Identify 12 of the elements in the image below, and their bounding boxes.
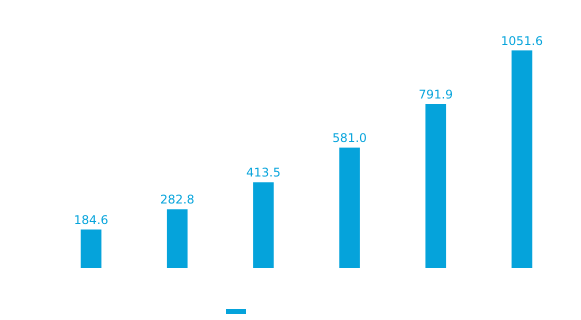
bar <box>425 104 446 268</box>
data-label: 1051.6 <box>500 34 543 48</box>
bar <box>339 148 360 268</box>
data-label: 413.5 <box>246 166 281 180</box>
bar <box>80 230 102 268</box>
bar <box>512 50 532 268</box>
data-label: 791.9 <box>418 87 453 102</box>
data-label: 581.0 <box>332 131 367 146</box>
data-label: 282.8 <box>160 192 194 207</box>
bar <box>166 209 188 268</box>
data-label: 184.6 <box>74 212 108 227</box>
bar <box>253 182 274 268</box>
